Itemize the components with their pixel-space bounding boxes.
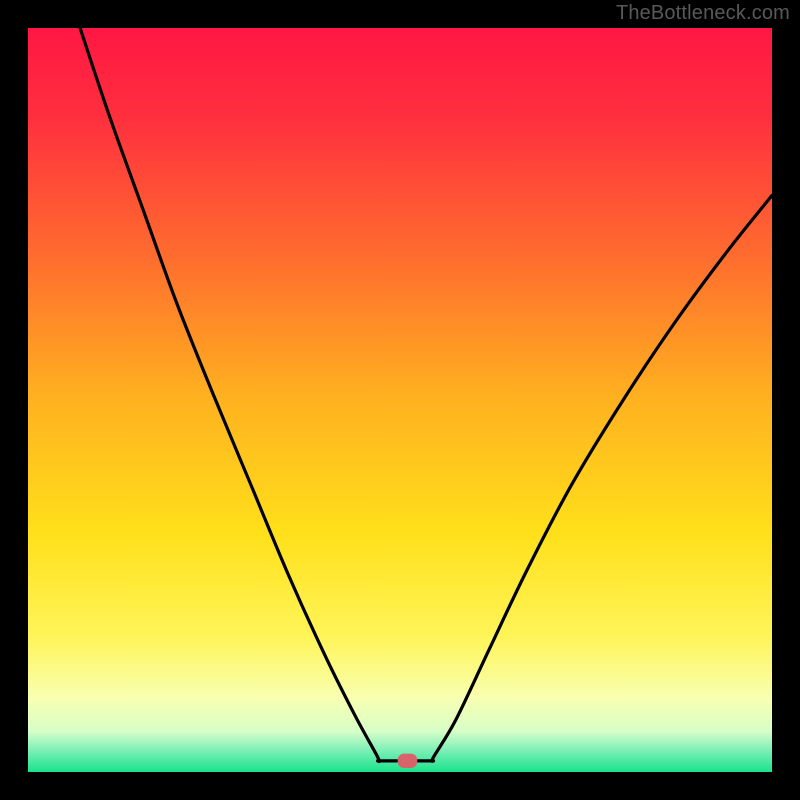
bottleneck-chart xyxy=(0,0,800,800)
chart-container: TheBottleneck.com xyxy=(0,0,800,800)
optimal-point-marker xyxy=(398,754,417,767)
watermark-text: TheBottleneck.com xyxy=(616,2,790,25)
plot-background xyxy=(28,28,772,772)
